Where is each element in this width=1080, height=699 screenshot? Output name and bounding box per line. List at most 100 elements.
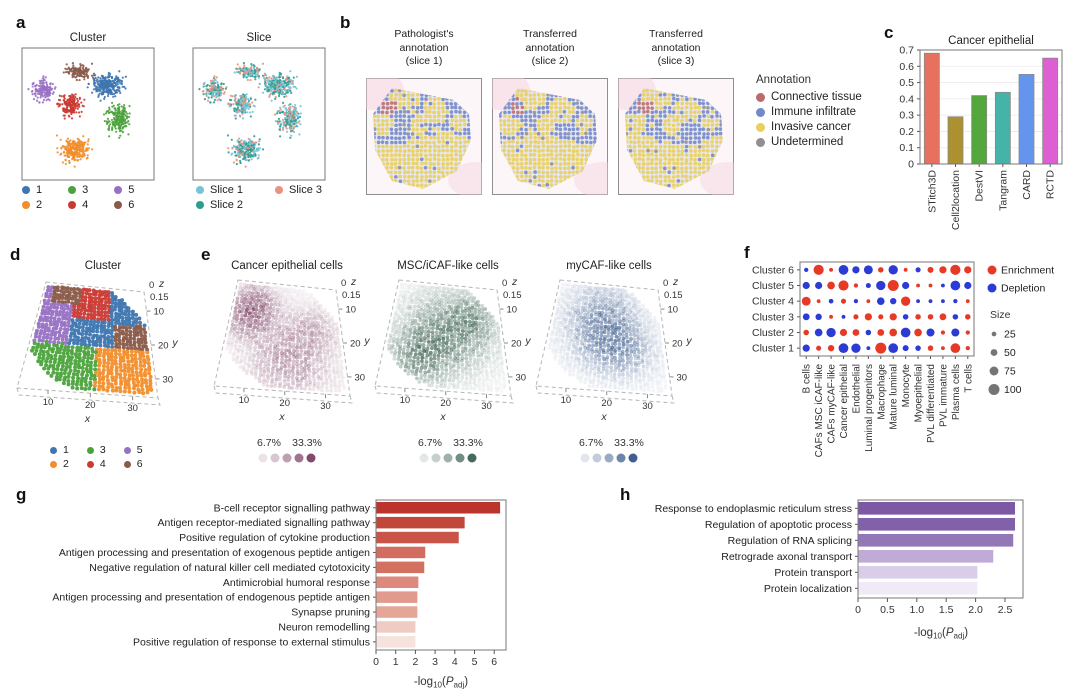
scale-dot-icon — [294, 453, 304, 463]
legend-item: Invasive cancer — [756, 121, 862, 133]
panel-b-letter: b — [340, 13, 351, 32]
scale-dot-icon — [616, 453, 626, 463]
x-tick-label: 10 — [43, 397, 54, 408]
y-tick-label: 20 — [350, 339, 361, 350]
y-tick-label: 0.1 — [899, 142, 914, 154]
x-tick-label: 6 — [491, 656, 497, 668]
legend-item: Slice 3 — [275, 184, 322, 196]
scale-dot-icon — [592, 453, 602, 463]
z-tick-label: 0.15 — [503, 290, 522, 301]
scale-dot-icon — [580, 453, 590, 463]
row-label: Cluster 5 — [752, 280, 794, 292]
legend-item: Immune infiltrate — [756, 106, 862, 118]
scale-min-label: 6.7% — [579, 437, 603, 449]
z-axis-label: z — [158, 278, 165, 290]
column-label: CAFs myCAF-like — [827, 364, 838, 444]
x-tick-label: 10 — [400, 395, 411, 406]
y-tick-label: 10 — [507, 305, 518, 316]
legend-item: 3 — [86, 444, 106, 456]
title-line: annotation — [399, 41, 449, 54]
y-tick-label: 20 — [511, 339, 522, 350]
panel-b-image-title: Pathologist's annotation (slice 1) — [364, 28, 484, 69]
legend-item: 4 — [68, 199, 88, 211]
y-tick-label: 20 — [672, 339, 683, 350]
panel-d-cluster-legend: 1 2 3 4 5 6 — [50, 444, 143, 470]
x-tick-label: DestVI — [974, 170, 986, 202]
y-tick-label: 0 — [908, 159, 914, 171]
legend-label: 4 — [99, 458, 106, 470]
bar-label: Protein localization — [764, 583, 852, 595]
size-legend-title: Size — [990, 309, 1011, 321]
panel-b-image-slice3 — [618, 78, 734, 195]
legend-dot-icon — [123, 446, 131, 454]
bar-RCTD — [1042, 57, 1059, 165]
x-tick-label: STitch3D — [926, 170, 938, 213]
x-tick-label: 20 — [85, 400, 96, 411]
y-tick-label: 0.3 — [899, 110, 914, 122]
legend-dot-icon — [50, 460, 57, 468]
plot-title: Cancer epithelial cells — [231, 260, 343, 272]
legend-item: 2 — [50, 458, 69, 470]
row-label: Cluster 3 — [752, 311, 794, 323]
x-tick-label: Tangram — [997, 170, 1009, 211]
legend-dot-icon — [196, 186, 204, 194]
title-line: Transferred — [523, 28, 577, 40]
y-tick-label: 0.4 — [899, 93, 914, 105]
column-label: Myoepithelial — [914, 364, 925, 422]
legend-item: 5 — [114, 184, 134, 196]
bar-label: Antigen processing and presentation of e… — [52, 592, 370, 604]
x-tick-label: 0 — [373, 656, 379, 668]
legend-dot-icon — [68, 186, 77, 194]
x-tick-label: 20 — [440, 398, 451, 409]
panel-c-letter: c — [884, 23, 894, 42]
legend-item: 5 — [123, 444, 143, 456]
column-label: Plasma cells — [951, 364, 962, 420]
panel-e-letter: e — [201, 245, 211, 264]
x-tick-label: 10 — [561, 395, 572, 406]
legend-dot-icon — [50, 446, 57, 454]
legend-dot-icon — [22, 201, 30, 209]
panel-e-3d-cancer-epithelial: Cancer epithelial cells 10 20 30 y 10 20 30 x 0 z 0… — [213, 260, 370, 463]
legend-item: 1 — [22, 184, 42, 196]
legend-label: 6 — [136, 458, 143, 470]
panel-a-slice-legend: Slice 1 Slice 2 Slice 3 — [196, 184, 322, 211]
legend-item: Slice 1 — [196, 184, 243, 196]
x-axis-label: -log10(Padj) — [414, 676, 468, 690]
panel-a-plot-title: Slice — [247, 32, 272, 44]
scale-dot-icon — [258, 453, 268, 463]
legend-label: 2 — [36, 199, 43, 211]
y-tick-label: 30 — [676, 372, 687, 383]
panel-c-title: Cancer epithelial — [948, 35, 1034, 47]
x-tick-label: 10 — [239, 395, 250, 406]
legend-label: 4 — [82, 199, 89, 211]
legend-item: 3 — [68, 184, 88, 196]
z-axis-label: z — [350, 276, 357, 288]
enrichment-legend-label: Enrichment — [1001, 265, 1054, 277]
legend-dot-icon — [22, 186, 30, 194]
z-tick-label: 0.15 — [342, 290, 361, 301]
x-tick-label: 30 — [642, 401, 653, 412]
x-tick-label: Cell2location — [950, 170, 962, 230]
legend-dot-icon — [275, 186, 284, 194]
plot-title: myCAF-like cells — [566, 260, 652, 272]
size-legend-label: 25 — [1004, 329, 1016, 341]
legend-item: 2 — [22, 199, 42, 211]
panel-f-dot-plot: Cluster 6 Cluster 5 Cluster 4 Cluster 3 Clus… — [752, 261, 1054, 457]
x-tick-label: 30 — [481, 401, 492, 412]
panel-b-image-slice1 — [366, 78, 482, 195]
legend-label: 3 — [82, 184, 89, 196]
title-line: Transferred — [649, 28, 703, 40]
column-label: Monocyte — [901, 364, 912, 408]
row-label: Cluster 1 — [752, 343, 794, 355]
x-tick-label: 0.5 — [880, 604, 895, 616]
size-legend-label: 75 — [1004, 366, 1016, 378]
x-axis-label: x — [600, 411, 607, 423]
title-line: Pathologist's — [394, 28, 454, 40]
y-tick-label: 10 — [668, 305, 679, 316]
legend-item: Connective tissue — [756, 91, 862, 103]
x-tick-label: 2 — [412, 656, 418, 668]
title-line: annotation — [651, 41, 701, 54]
z-tick-label: 0.15 — [150, 292, 169, 303]
panel-d-letter: d — [10, 245, 21, 264]
x-tick-label: 30 — [127, 403, 138, 414]
